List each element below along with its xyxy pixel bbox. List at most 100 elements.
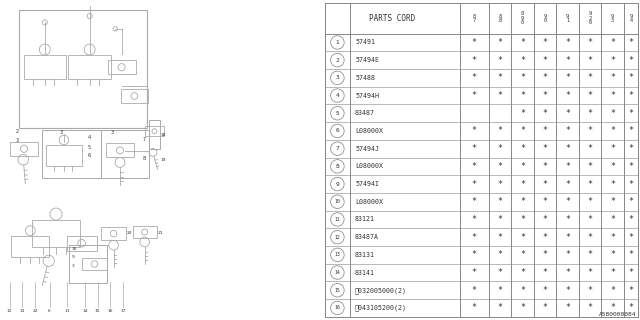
Text: *: *: [543, 144, 548, 153]
Text: 6: 6: [335, 128, 339, 133]
Text: 3: 3: [335, 75, 339, 80]
Text: *: *: [472, 286, 477, 295]
Text: 12: 12: [7, 309, 12, 313]
Text: *: *: [588, 180, 593, 188]
Text: *: *: [472, 215, 477, 224]
Text: *: *: [588, 162, 593, 171]
Text: 21: 21: [157, 231, 163, 235]
Text: *: *: [610, 180, 615, 188]
Text: *: *: [628, 233, 634, 242]
Text: *: *: [497, 215, 502, 224]
Text: *: *: [565, 197, 570, 206]
Text: *: *: [543, 73, 548, 82]
Text: *: *: [628, 162, 634, 171]
Text: 9
1: 9 1: [566, 13, 569, 23]
Text: *: *: [497, 303, 502, 312]
Text: *: *: [610, 126, 615, 135]
Text: 83121: 83121: [355, 216, 375, 222]
Text: *: *: [497, 233, 502, 242]
Text: *: *: [565, 91, 570, 100]
Text: *: *: [628, 56, 634, 65]
Text: *: *: [497, 180, 502, 188]
Text: 22: 22: [33, 309, 38, 313]
Text: 14: 14: [82, 309, 88, 313]
Text: A580000084: A580000084: [599, 312, 637, 317]
Text: *: *: [472, 162, 477, 171]
Text: Ⓢ043105200(2): Ⓢ043105200(2): [355, 305, 407, 311]
Text: 8: 8: [143, 156, 146, 161]
Text: *: *: [565, 144, 570, 153]
Text: 83487: 83487: [355, 110, 375, 116]
Text: 6: 6: [88, 153, 91, 158]
Text: *: *: [610, 215, 615, 224]
Text: 16: 16: [108, 309, 113, 313]
Text: *: *: [565, 109, 570, 118]
Text: *: *: [472, 144, 477, 153]
Text: 83487A: 83487A: [355, 234, 379, 240]
Text: 6: 6: [48, 309, 51, 313]
Text: *: *: [543, 126, 548, 135]
Text: *: *: [588, 144, 593, 153]
Text: *: *: [543, 91, 548, 100]
Text: *: *: [628, 250, 634, 259]
Text: *: *: [497, 126, 502, 135]
Text: *: *: [565, 73, 570, 82]
Text: *: *: [628, 109, 634, 118]
Text: *: *: [565, 286, 570, 295]
Text: 57491: 57491: [355, 39, 375, 45]
Text: 3: 3: [111, 130, 113, 135]
Text: *: *: [543, 233, 548, 242]
Text: *: *: [610, 144, 615, 153]
Text: 17: 17: [120, 309, 126, 313]
Text: 4: 4: [335, 93, 339, 98]
Text: *: *: [628, 303, 634, 312]
Text: *: *: [472, 303, 477, 312]
Text: 57488: 57488: [355, 75, 375, 81]
Text: 5: 5: [335, 111, 339, 116]
Text: *: *: [610, 162, 615, 171]
Text: *: *: [588, 91, 593, 100]
Text: *: *: [588, 197, 593, 206]
Text: *: *: [588, 233, 593, 242]
Text: 11: 11: [65, 309, 70, 313]
Text: 2: 2: [16, 129, 19, 134]
Text: *: *: [520, 197, 525, 206]
Text: *: *: [588, 56, 593, 65]
Text: *: *: [565, 233, 570, 242]
Text: *: *: [472, 180, 477, 188]
Text: *: *: [628, 268, 634, 277]
Text: 10: 10: [72, 247, 77, 251]
Text: 83131: 83131: [355, 252, 375, 258]
Text: 57494I: 57494I: [355, 181, 379, 187]
Text: *: *: [497, 91, 502, 100]
Text: *: *: [610, 197, 615, 206]
Text: *: *: [628, 91, 634, 100]
Text: *: *: [520, 126, 525, 135]
Text: 14: 14: [335, 270, 340, 275]
Text: *: *: [565, 126, 570, 135]
Text: *: *: [588, 38, 593, 47]
Text: *: *: [565, 215, 570, 224]
Text: *: *: [628, 144, 634, 153]
Text: *: *: [543, 38, 548, 47]
Text: *: *: [497, 250, 502, 259]
Text: 9
2
0: 9 2 0: [589, 11, 591, 26]
Text: 5: 5: [88, 145, 91, 150]
Text: *: *: [543, 162, 548, 171]
Text: *: *: [588, 250, 593, 259]
Text: 3: 3: [72, 264, 75, 268]
Text: *: *: [520, 250, 525, 259]
Text: *: *: [610, 268, 615, 277]
Text: *: *: [472, 197, 477, 206]
Text: *: *: [628, 286, 634, 295]
Text: *: *: [520, 144, 525, 153]
Text: 9: 9: [335, 181, 339, 187]
Text: *: *: [520, 91, 525, 100]
Text: 57494H: 57494H: [355, 92, 379, 99]
Text: *: *: [520, 56, 525, 65]
Text: *: *: [520, 286, 525, 295]
Text: *: *: [472, 73, 477, 82]
Text: 18: 18: [161, 133, 166, 137]
Text: *: *: [543, 250, 548, 259]
Text: *: *: [588, 126, 593, 135]
